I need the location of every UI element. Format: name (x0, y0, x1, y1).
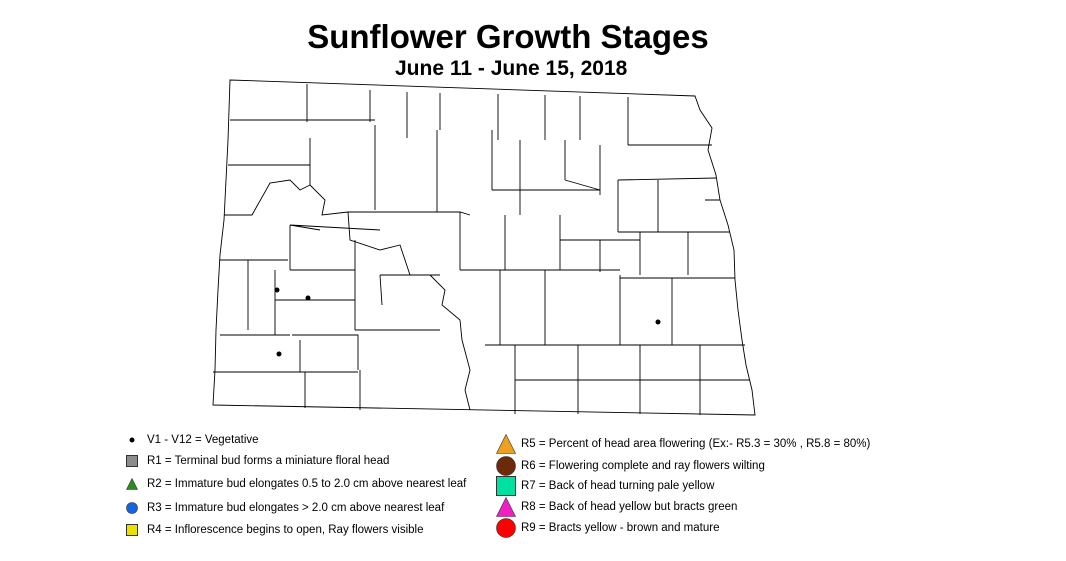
legend-label: R7 = Back of head turning pale yellow (521, 480, 715, 492)
legend-item: R1 = Terminal bud forms a miniature flor… (121, 450, 389, 472)
legend-label: R1 = Terminal bud forms a miniature flor… (147, 455, 390, 467)
square-icon (121, 519, 143, 541)
legend-item: R7 = Back of head turning pale yellow (495, 475, 714, 497)
small-dot-icon (121, 429, 143, 451)
legend-label: R8 = Back of head yellow but bracts gree… (521, 501, 738, 513)
observation-dot (276, 351, 282, 357)
state-outline (212, 79, 756, 416)
legend-label: V1 - V12 = Vegetative (147, 434, 259, 446)
circle-icon (495, 517, 517, 539)
map-subtitle: June 11 - June 15, 2018 (395, 57, 628, 80)
legend-item: R5 = Percent of head area flowering (Ex:… (495, 433, 870, 455)
legend-label: R9 = Bracts yellow - brown and mature (521, 522, 720, 534)
legend-item: R8 = Back of head yellow but bracts gree… (495, 496, 737, 518)
legend-item: R2 = Immature bud elongates 0.5 to 2.0 c… (121, 473, 466, 495)
triangle-icon (495, 496, 517, 518)
square-icon (121, 450, 143, 472)
legend-label: R4 = Inflorescence begins to open, Ray f… (147, 524, 424, 536)
legend-item: R9 = Bracts yellow - brown and mature (495, 517, 719, 539)
observation-dot (655, 319, 661, 325)
legend-label: R3 = Immature bud elongates > 2.0 cm abo… (147, 502, 445, 514)
legend-item: R4 = Inflorescence begins to open, Ray f… (121, 519, 423, 541)
observation-layer (274, 287, 661, 357)
legend-label: R6 = Flowering complete and ray flowers … (521, 460, 765, 472)
triangle-icon (495, 433, 517, 455)
triangle-icon (121, 473, 143, 495)
circle-icon (495, 455, 517, 477)
square-icon (495, 475, 517, 497)
legend-item: R3 = Immature bud elongates > 2.0 cm abo… (121, 497, 444, 519)
circle-icon (121, 497, 143, 519)
observation-dot (274, 287, 280, 293)
observation-dot (305, 295, 311, 301)
legend-label: R5 = Percent of head area flowering (Ex:… (521, 438, 871, 450)
county-lines (213, 84, 750, 415)
map-title: Sunflower Growth Stages (307, 18, 709, 55)
legend-item: R6 = Flowering complete and ray flowers … (495, 455, 765, 477)
legend-item: V1 - V12 = Vegetative (121, 429, 259, 451)
legend-label: R2 = Immature bud elongates 0.5 to 2.0 c… (147, 478, 467, 490)
